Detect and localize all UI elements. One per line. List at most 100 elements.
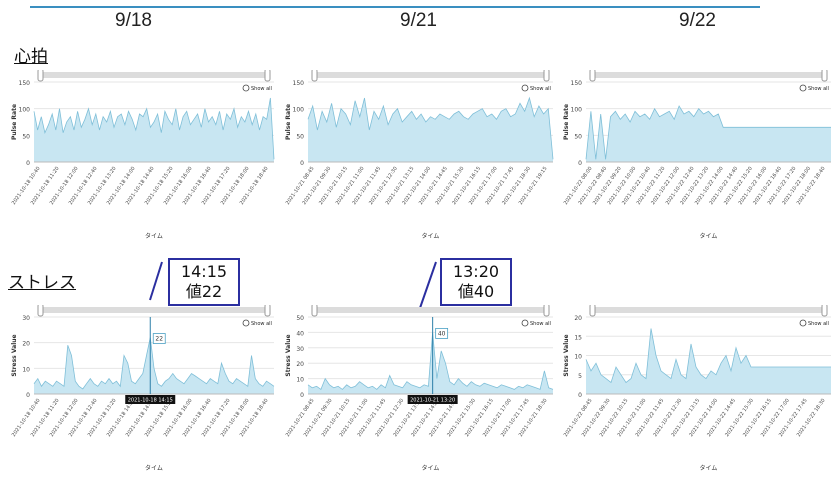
x-axis-label: タイム bbox=[422, 464, 440, 472]
y-tick-label: 20 bbox=[574, 315, 582, 322]
time-tooltip bbox=[407, 395, 458, 404]
time-tooltip-text: 2021-10-21 13:20 bbox=[410, 398, 455, 404]
show-all-button: Show all bbox=[808, 86, 829, 92]
area-fill bbox=[34, 98, 274, 162]
x-tick-label: 2021-10-22 18:40 bbox=[796, 166, 827, 206]
value-tooltip bbox=[152, 333, 166, 344]
y-tick-label: 150 bbox=[19, 80, 31, 87]
pulse-chart-9-22: 0 50 100 150 Pulse Rate 2021-10-22 08:00 2021-… bbox=[560, 68, 835, 242]
zoom-bar bbox=[312, 307, 549, 313]
callout-2-value: 値40 bbox=[457, 282, 495, 301]
zoom-handle-right bbox=[264, 68, 271, 82]
show-all-button: Show all bbox=[808, 321, 829, 327]
y-tick-label: 50 bbox=[22, 133, 30, 140]
section-stress: ストレス bbox=[8, 273, 76, 293]
y-axis-label: Stress Value bbox=[11, 334, 18, 376]
zoom-handle-left bbox=[37, 68, 44, 82]
zoom-out-icon bbox=[242, 84, 250, 92]
series-line bbox=[585, 105, 831, 160]
y-axis-label: Pulse Rate bbox=[285, 104, 292, 140]
area-fill bbox=[586, 106, 831, 162]
zoom-handle-right bbox=[264, 303, 271, 317]
y-axis-label: Stress Value bbox=[563, 334, 570, 376]
x-axis-label: タイム bbox=[145, 232, 163, 240]
y-tick-label: 5 bbox=[578, 373, 582, 380]
y-tick-label: 150 bbox=[571, 80, 583, 87]
stress-chart-9-21: 0 10 20 30 40 50 Stress Value 2021-10-21 08:45 2… bbox=[282, 303, 557, 474]
zoom-bar bbox=[38, 72, 270, 78]
x-tick-label: 2021-10-21 08:45 bbox=[285, 166, 316, 206]
series-line bbox=[33, 337, 275, 390]
y-tick-label: 20 bbox=[22, 341, 30, 348]
y-tick-label: 50 bbox=[296, 315, 304, 322]
zoom-out-icon bbox=[521, 319, 529, 327]
y-axis-label: Pulse Rate bbox=[563, 104, 570, 140]
value-tooltip bbox=[435, 327, 449, 339]
date-label-3: 9/22 bbox=[679, 10, 716, 31]
callout-2: 13:20 値40 bbox=[440, 258, 512, 306]
y-tick-label: 0 bbox=[578, 392, 582, 399]
series-line bbox=[585, 328, 831, 384]
series-line bbox=[307, 332, 554, 391]
show-all-button: Show all bbox=[251, 321, 272, 327]
zoom-handle-right bbox=[821, 68, 828, 82]
zoom-handle-left bbox=[589, 303, 596, 317]
y-tick-label: 40 bbox=[296, 330, 304, 337]
y-tick-label: 0 bbox=[300, 160, 304, 167]
show-all-button: Show all bbox=[530, 321, 551, 327]
zoom-out-icon bbox=[521, 84, 529, 92]
zoom-bar bbox=[38, 307, 270, 313]
y-tick-label: 0 bbox=[26, 160, 30, 167]
y-axis-label: Stress Value bbox=[285, 334, 292, 376]
area-fill bbox=[34, 337, 274, 394]
y-tick-label: 0 bbox=[578, 160, 582, 167]
header-divider bbox=[30, 6, 760, 8]
date-label-1: 9/18 bbox=[115, 10, 152, 31]
y-tick-label: 10 bbox=[22, 366, 30, 373]
series-line bbox=[33, 97, 275, 160]
callout-line-1 bbox=[149, 261, 163, 301]
callout-line-2 bbox=[419, 261, 437, 309]
y-tick-label: 100 bbox=[19, 107, 31, 114]
zoom-handle-right bbox=[821, 303, 828, 317]
x-axis-label: タイム bbox=[700, 232, 718, 240]
zoom-bar bbox=[312, 72, 549, 78]
callout-1-time: 14:15 bbox=[180, 262, 228, 281]
show-all-button: Show all bbox=[530, 86, 551, 92]
time-tooltip bbox=[125, 395, 176, 404]
x-axis-label: タイム bbox=[422, 232, 440, 240]
zoom-out-icon bbox=[242, 319, 250, 327]
y-axis-label: Pulse Rate bbox=[11, 104, 18, 140]
area-fill bbox=[586, 328, 831, 394]
zoom-bar bbox=[590, 307, 827, 313]
y-tick-label: 50 bbox=[296, 133, 304, 140]
zoom-handle-left bbox=[37, 303, 44, 317]
x-axis-label: タイム bbox=[700, 464, 718, 472]
y-tick-label: 20 bbox=[296, 361, 304, 368]
y-tick-label: 0 bbox=[26, 392, 30, 399]
zoom-handle-left bbox=[311, 68, 318, 82]
zoom-bar bbox=[590, 72, 827, 78]
zoom-out-icon bbox=[799, 84, 807, 92]
zoom-out-icon bbox=[799, 319, 807, 327]
y-tick-label: 30 bbox=[22, 315, 30, 322]
value-tooltip-text: 40 bbox=[438, 330, 446, 337]
stress-chart-9-18: 0 10 20 30 Stress Value 2021-10-18 10:40 2021-… bbox=[8, 303, 278, 474]
zoom-handle-left bbox=[311, 303, 318, 317]
area-fill bbox=[308, 98, 553, 162]
callout-2-time: 13:20 bbox=[452, 262, 500, 281]
y-tick-label: 10 bbox=[574, 354, 582, 361]
y-tick-label: 100 bbox=[571, 107, 583, 114]
x-axis-label: タイム bbox=[145, 464, 163, 472]
callout-1: 14:15 値22 bbox=[168, 258, 240, 306]
y-tick-label: 0 bbox=[300, 392, 304, 399]
time-tooltip-text: 2021-10-18 14:15 bbox=[128, 398, 173, 404]
pulse-chart-9-18: 0 50 100 150 Pulse Rate 2021-10-18 10:40 2021-… bbox=[8, 68, 278, 242]
zoom-handle-left bbox=[589, 68, 596, 82]
